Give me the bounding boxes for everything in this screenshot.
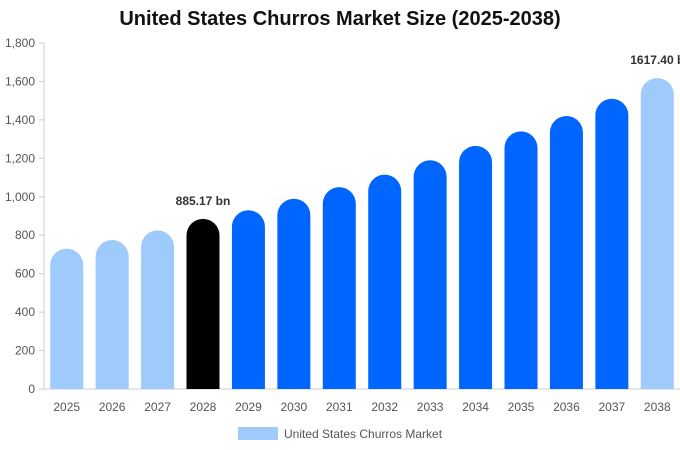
data-label: 1617.40 b [630,53,680,67]
bar-2025[interactable] [50,248,84,389]
y-tick-label: 800 [15,228,35,242]
x-tick-label: 2028 [190,400,217,414]
x-tick-label: 2031 [326,400,353,414]
bar-2028[interactable] [186,218,220,389]
x-tick-label: 2037 [599,400,626,414]
x-axis: 2025 2026 2027 2028 2029 2030 2031 2032 2033 2034… [44,388,680,414]
bar-2029[interactable] [231,210,265,389]
x-tick-label: 2032 [371,400,398,414]
bar-2030[interactable] [277,198,311,389]
y-tick-label: 1,400 [5,113,35,127]
x-tick-label: 2030 [281,400,308,414]
bar-2033[interactable] [413,160,447,389]
y-axis: 0 200 400 600 800 1,000 1,200 1,400 1,600 1,800 [5,36,45,396]
chart-title: United States Churros Market Size (2025-… [119,8,561,30]
data-labels: 885.17 bn 1617.40 b [176,53,680,208]
bar-2027[interactable] [141,230,175,389]
bar-2035[interactable] [504,131,538,389]
bar-2037[interactable] [595,98,629,389]
y-tick-label: 600 [15,267,35,281]
y-tick-label: 400 [15,305,35,319]
x-tick-label: 2029 [235,400,262,414]
y-tick-label: 200 [15,344,35,358]
bar-2032[interactable] [368,174,402,389]
y-tick-label: 0 [28,382,35,396]
legend[interactable]: United States Churros Market [238,427,443,441]
x-tick-label: 2038 [644,400,671,414]
x-tick-label: 2036 [553,400,580,414]
data-label: 885.17 bn [176,194,231,208]
bar-2034[interactable] [459,145,493,389]
y-tick-label: 1,600 [5,74,35,88]
y-tick-label: 1,000 [5,190,35,204]
x-tick-label: 2025 [53,400,80,414]
bar-2026[interactable] [95,240,129,389]
y-tick-label: 1,200 [5,151,35,165]
bar-2036[interactable] [549,116,583,390]
legend-label: United States Churros Market [284,427,443,441]
bar-2038[interactable] [640,78,674,389]
x-tick-label: 2035 [508,400,535,414]
x-tick-label: 2026 [99,400,126,414]
x-tick-label: 2033 [417,400,444,414]
bar-series [50,78,674,390]
bar-2031[interactable] [322,187,356,389]
x-tick-label: 2034 [462,400,489,414]
y-tick-label: 1,800 [5,36,35,50]
x-tick-label: 2027 [144,400,171,414]
legend-swatch [238,427,278,440]
